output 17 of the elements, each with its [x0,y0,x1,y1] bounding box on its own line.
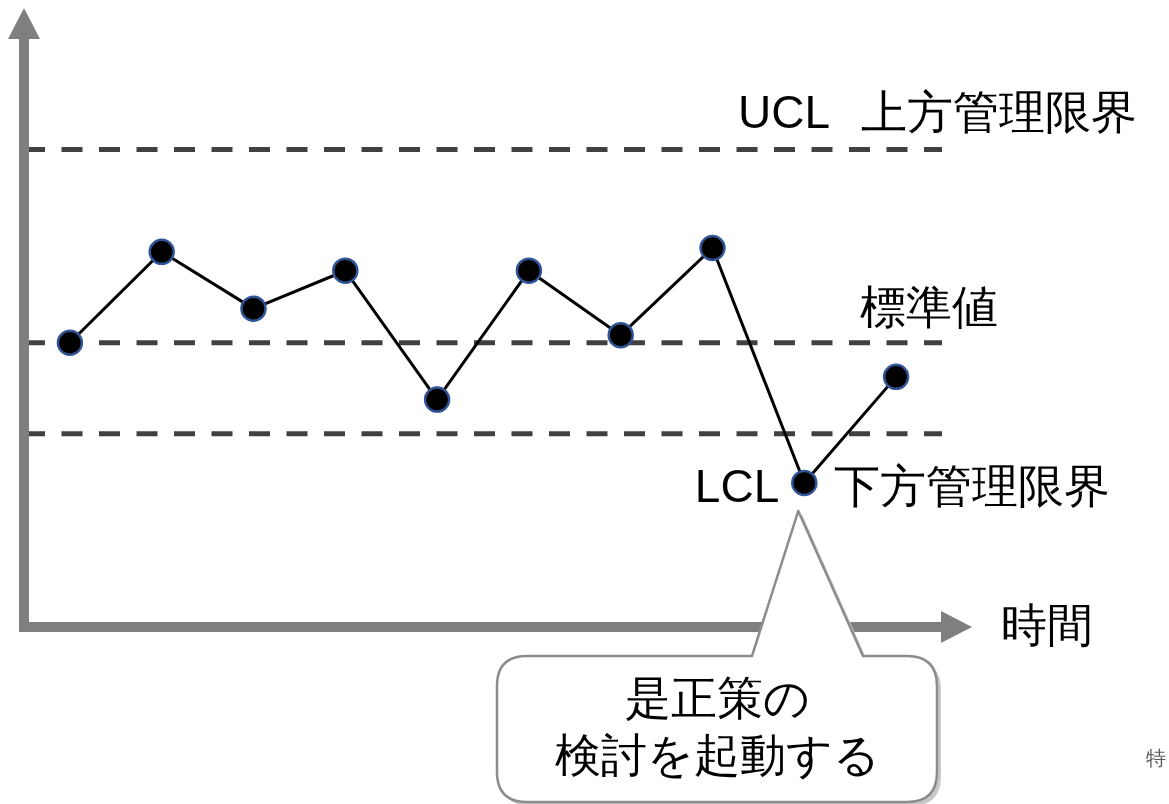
text: 是正策の [624,672,810,724]
point [56,329,84,356]
ref-line-label: UCL 上方管理限界 [738,86,1138,139]
point [699,234,726,262]
text: 特 [1146,747,1166,769]
point [515,257,543,284]
x-axis-title: 時間 [1001,599,1093,651]
point [332,257,359,284]
point [882,363,910,391]
point [791,469,818,497]
point [423,386,451,413]
text: 検討を起動する [554,729,880,781]
ref-line-label: 標準値 [860,280,998,333]
point [607,321,634,349]
text: LCL 下方管理限界 [694,459,1111,512]
point [148,238,175,266]
point [240,295,267,322]
